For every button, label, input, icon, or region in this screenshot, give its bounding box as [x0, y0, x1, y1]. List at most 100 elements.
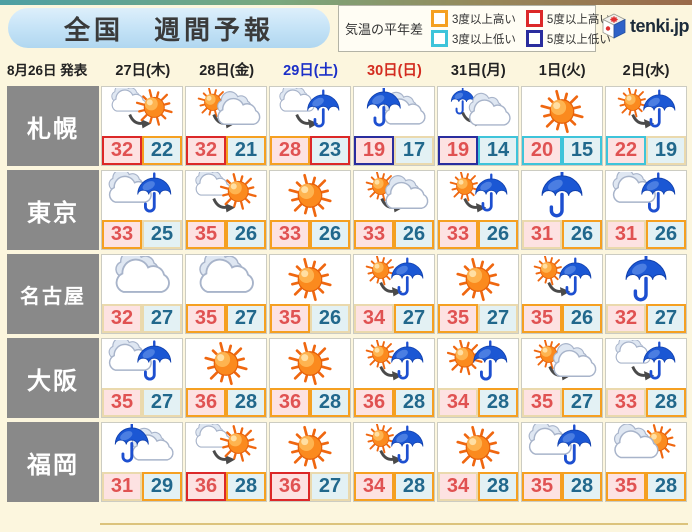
high-temp: 33 — [102, 220, 142, 249]
sun-then-cloud-icon — [186, 87, 266, 136]
temperature-pair: 32 22 — [102, 136, 182, 165]
low-temp: 26 — [226, 220, 266, 249]
low-temp: 26 — [562, 220, 602, 249]
low-temp: 26 — [646, 220, 686, 249]
temperature-pair: 33 26 — [354, 220, 434, 249]
temperature-pair: 22 19 — [606, 136, 686, 165]
temperature-pair: 32 21 — [186, 136, 266, 165]
forecast-cell[interactable]: 32 27 — [605, 254, 687, 334]
temperature-pair: 28 23 — [270, 136, 350, 165]
legend-item: 5度以上高い — [525, 10, 611, 27]
forecast-cell[interactable]: 34 28 — [353, 422, 435, 502]
forecast-cell[interactable]: 32 27 — [101, 254, 183, 334]
forecast-cell[interactable]: 35 26 — [521, 254, 603, 334]
forecast-cell[interactable]: 19 17 — [353, 86, 435, 166]
city-label[interactable]: 札幌 — [7, 86, 99, 166]
forecast-cell[interactable]: 32 22 — [101, 86, 183, 166]
high-temp: 34 — [354, 304, 394, 333]
city-label[interactable]: 東京 — [7, 170, 99, 250]
announcement-date: 8月26日 発表 — [7, 63, 88, 78]
forecast-cell[interactable]: 36 28 — [185, 422, 267, 502]
temperature-pair: 33 25 — [102, 220, 182, 249]
low-temp: 26 — [310, 304, 350, 333]
legend-item-label: 5度以上低い — [546, 33, 611, 46]
temperature-pair: 36 27 — [270, 472, 350, 501]
forecast-cell[interactable]: 22 19 — [605, 86, 687, 166]
temperature-pair: 19 17 — [354, 136, 434, 165]
forecast-cell[interactable]: 33 25 — [101, 170, 183, 250]
sun-icon — [438, 423, 518, 472]
cloud-then-sun-icon — [186, 423, 266, 472]
low-temp: 15 — [562, 136, 602, 165]
forecast-cell[interactable]: 35 27 — [521, 338, 603, 418]
tenki-logo[interactable]: tenki.jp — [601, 13, 690, 40]
cloud-icon — [186, 255, 266, 304]
city-label[interactable]: 福岡 — [7, 422, 99, 502]
low-temp: 19 — [646, 136, 686, 165]
forecast-cell[interactable]: 19 14 — [437, 86, 519, 166]
forecast-cell[interactable]: 35 27 — [101, 338, 183, 418]
low-temp: 27 — [142, 304, 182, 333]
high-temp: 34 — [438, 472, 478, 501]
temperature-pair: 19 14 — [438, 136, 518, 165]
temperature-pair: 35 27 — [186, 304, 266, 333]
forecast-cell[interactable]: 31 29 — [101, 422, 183, 502]
forecast-cell[interactable]: 34 27 — [353, 254, 435, 334]
legend-swatch-icon — [525, 10, 543, 27]
low-temp: 27 — [142, 388, 182, 417]
forecast-cell[interactable]: 35 27 — [185, 254, 267, 334]
forecast-cell[interactable]: 35 27 — [437, 254, 519, 334]
forecast-cell[interactable]: 34 28 — [437, 338, 519, 418]
city-label[interactable]: 名古屋 — [7, 254, 99, 334]
legend-item-label: 5度以上高い — [546, 13, 611, 26]
forecast-cell[interactable]: 28 23 — [269, 86, 351, 166]
sun-icon — [270, 339, 350, 388]
forecast-cell[interactable]: 33 26 — [437, 170, 519, 250]
forecast-cell[interactable]: 35 26 — [185, 170, 267, 250]
sun-then-rain-icon — [354, 255, 434, 304]
forecast-cell[interactable]: 31 26 — [605, 170, 687, 250]
forecast-cell[interactable]: 31 26 — [521, 170, 603, 250]
forecast-cell[interactable]: 35 28 — [521, 422, 603, 502]
temperature-pair: 32 27 — [102, 304, 182, 333]
temperature-pair: 20 15 — [522, 136, 602, 165]
forecast-cell[interactable]: 35 26 — [269, 254, 351, 334]
forecast-row: 名古屋 32 27 35 27 35 26 34 27 35 27 35 26 32 27 — [7, 254, 689, 334]
page-top-border — [0, 0, 692, 5]
high-temp: 32 — [102, 136, 142, 165]
city-label[interactable]: 大阪 — [7, 338, 99, 418]
forecast-row: 大阪 35 27 36 28 36 28 36 28 34 28 35 27 33 28 — [7, 338, 689, 418]
temperature-pair: 34 28 — [438, 472, 518, 501]
low-temp: 28 — [646, 388, 686, 417]
temperature-pair: 35 26 — [270, 304, 350, 333]
high-temp: 34 — [354, 472, 394, 501]
high-temp: 32 — [102, 304, 142, 333]
forecast-cell[interactable]: 36 27 — [269, 422, 351, 502]
forecast-cell[interactable]: 34 28 — [437, 422, 519, 502]
forecast-cell[interactable]: 36 28 — [353, 338, 435, 418]
low-temp: 25 — [142, 220, 182, 249]
forecast-cell[interactable]: 33 26 — [353, 170, 435, 250]
legend-item: 3度以上高い — [431, 10, 516, 27]
temperature-pair: 31 29 — [102, 472, 182, 501]
sun-then-rain-icon — [522, 255, 602, 304]
forecast-cell[interactable]: 36 28 — [185, 338, 267, 418]
legend-items: 3度以上高い 5度以上高い 3度以上低い 5度以上低い — [431, 10, 611, 47]
rain-cloud-icon — [354, 87, 434, 136]
low-temp: 17 — [394, 136, 434, 165]
temperature-pair: 36 28 — [354, 388, 434, 417]
sun-icon — [270, 171, 350, 220]
sun-then-rain-icon — [354, 339, 434, 388]
forecast-cell[interactable]: 33 28 — [605, 338, 687, 418]
forecast-cell[interactable]: 20 15 — [521, 86, 603, 166]
sun-icon — [270, 423, 350, 472]
forecast-cell[interactable]: 36 28 — [269, 338, 351, 418]
legend-title: 気温の平年差 — [345, 22, 424, 37]
forecast-cell[interactable]: 32 21 — [185, 86, 267, 166]
tenki-logo-icon — [602, 13, 626, 39]
date-header-row: 8月26日 発表 27日(木) 28日(金) 29日(土) 30日(日) 31日(月) 1… — [7, 55, 688, 83]
forecast-cell[interactable]: 35 28 — [605, 422, 687, 502]
forecast-cell[interactable]: 33 26 — [269, 170, 351, 250]
sun-then-rain-icon — [606, 87, 686, 136]
temperature-pair: 36 28 — [270, 388, 350, 417]
